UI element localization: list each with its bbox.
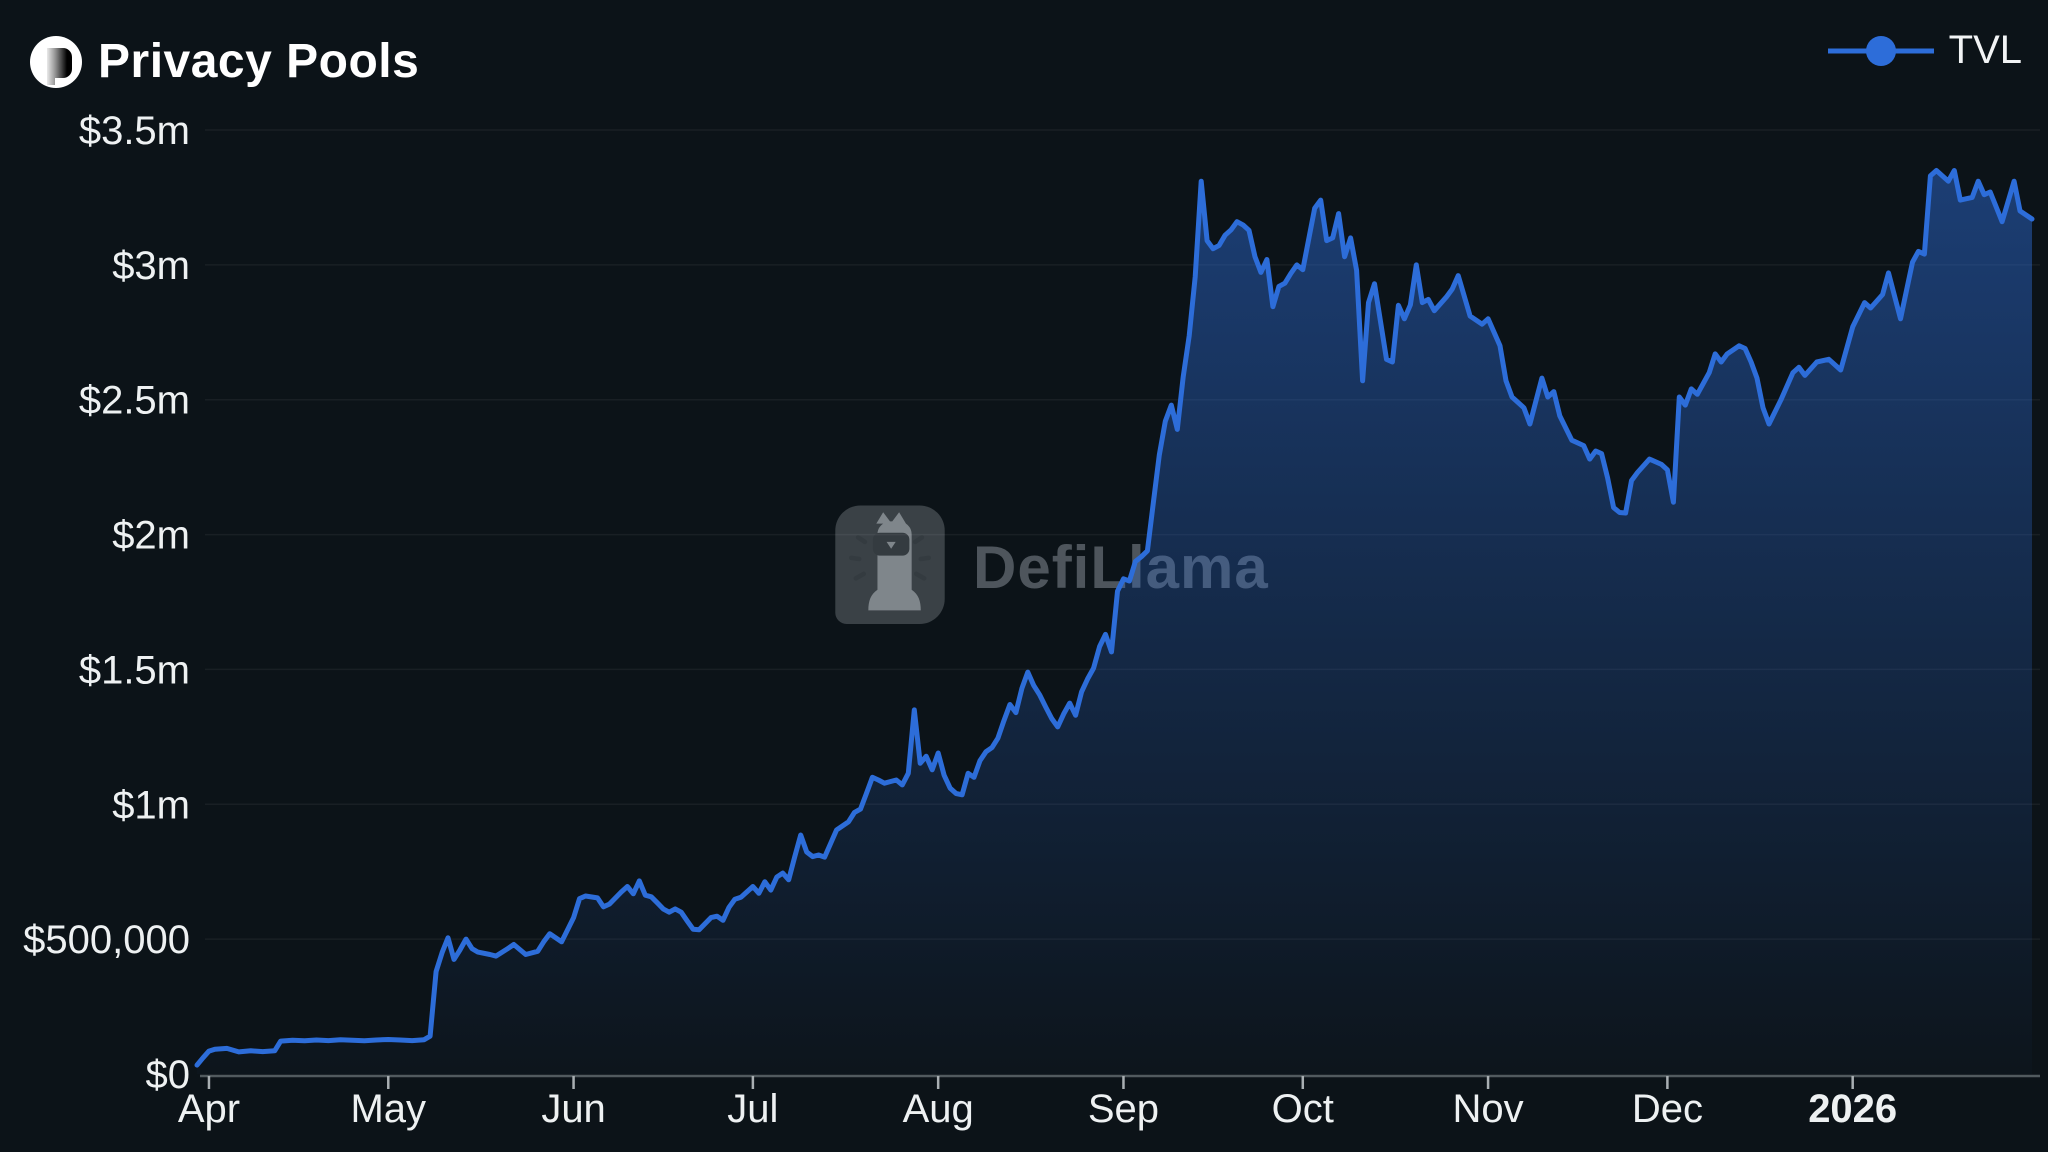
page-header: Privacy Pools — [30, 34, 419, 89]
legend: TVL — [1825, 28, 2022, 73]
x-axis-label: Jul — [727, 1087, 778, 1131]
y-axis-label: $2.5m — [79, 379, 190, 423]
defillama-llama-icon — [835, 505, 945, 624]
privacy-pools-logo-icon — [30, 35, 82, 88]
y-axis-label: $2m — [112, 514, 190, 558]
x-axis-label: May — [350, 1087, 426, 1131]
x-axis-label: Jun — [541, 1087, 606, 1131]
x-axis-label: Nov — [1453, 1087, 1524, 1131]
legend-marker-icon — [1827, 35, 1934, 66]
x-axis-label: Apr — [178, 1087, 240, 1131]
y-axis-label: $3m — [112, 244, 190, 288]
x-axis-label: Dec — [1632, 1087, 1703, 1131]
x-axis-label: Oct — [1272, 1087, 1334, 1131]
legend-item-tvl[interactable]: TVL — [1825, 28, 2022, 73]
legend-label: TVL — [1948, 28, 2022, 72]
y-axis-label: $1.5m — [79, 648, 190, 692]
y-axis-label: $1m — [112, 783, 190, 827]
x-axis-label: 2026 — [1808, 1087, 1897, 1131]
page-title: Privacy Pools — [98, 35, 420, 88]
tvl-line — [194, 168, 2035, 1068]
y-axis-label: $3.5m — [79, 109, 190, 153]
x-axis-label: Aug — [903, 1087, 974, 1131]
x-axis-label: Sep — [1088, 1087, 1159, 1131]
y-axis-label: $0 — [146, 1053, 191, 1097]
y-axis-label: $500,000 — [23, 918, 190, 962]
